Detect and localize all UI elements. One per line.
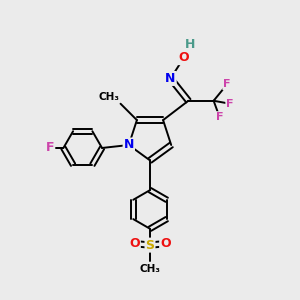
Text: N: N xyxy=(165,72,176,85)
Text: O: O xyxy=(178,51,189,64)
Text: F: F xyxy=(226,99,234,109)
Text: F: F xyxy=(223,80,231,89)
Text: CH₃: CH₃ xyxy=(140,264,160,274)
Text: F: F xyxy=(216,112,223,122)
Text: O: O xyxy=(160,237,171,250)
Text: N: N xyxy=(124,139,134,152)
Text: CH₃: CH₃ xyxy=(98,92,119,102)
Text: O: O xyxy=(129,237,140,250)
Text: F: F xyxy=(46,142,54,154)
Text: S: S xyxy=(146,238,154,252)
Text: H: H xyxy=(185,38,195,51)
